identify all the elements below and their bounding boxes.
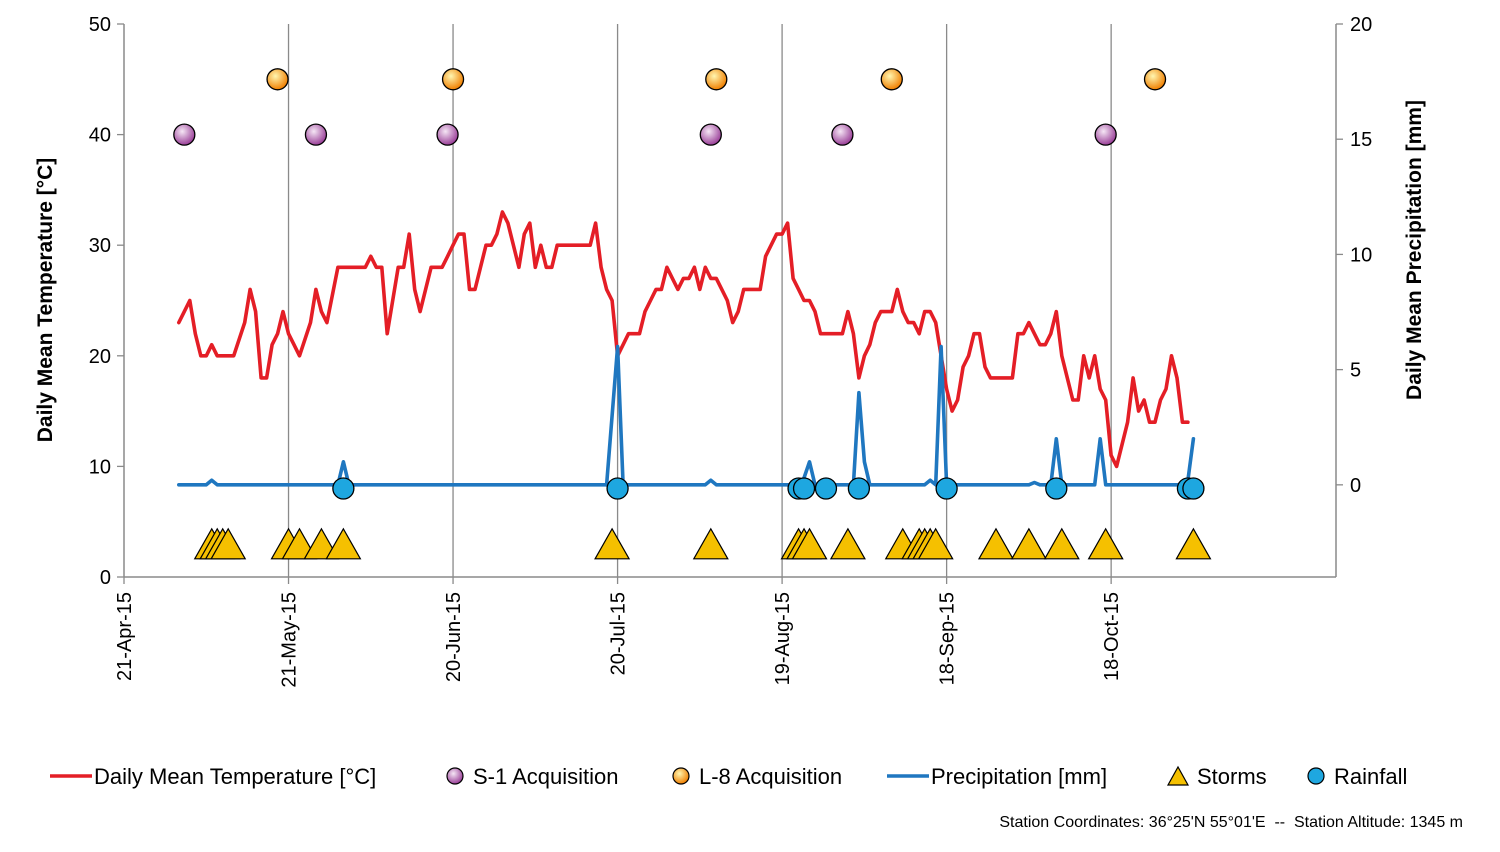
y2-axis-title: Daily Mean Precipitation [mm]: [1403, 100, 1426, 400]
x-tick-label: 20-Jun-15: [443, 592, 465, 682]
l-8-acquisition-marker: [441, 68, 465, 91]
s-1-acquisition-marker: [699, 123, 722, 146]
x-tick-label: 20-Jul-15: [608, 592, 630, 675]
storms-marker: [1087, 527, 1124, 560]
legend-label: Rainfall: [1334, 764, 1407, 789]
storms-marker: [210, 527, 247, 560]
storms-marker: [594, 527, 631, 560]
s-1-acquisition-marker: [1094, 123, 1117, 146]
legend-item-rainfall: Rainfall: [1307, 764, 1407, 789]
legend-item-daily-mean-temperature-c: Daily Mean Temperature [°C]: [50, 764, 376, 789]
storms-marker: [1043, 527, 1080, 560]
rainfall-marker: [935, 477, 958, 500]
legend-label: Daily Mean Temperature [°C]: [94, 764, 376, 789]
storms-marker: [1010, 527, 1047, 560]
precipitation-mm-line: [177, 344, 1196, 487]
y2-tick-label: 15: [1350, 129, 1372, 151]
legend-label: S-1 Acquisition: [473, 764, 619, 789]
y-tick-label: 40: [89, 125, 111, 147]
storms-marker: [977, 527, 1015, 560]
x-tick-label: 18-Oct-15: [1101, 592, 1123, 681]
y-tick-label: 50: [89, 14, 111, 36]
x-tick-label: 19-Aug-15: [772, 592, 794, 685]
s-1-acquisition-marker: [436, 123, 459, 146]
rainfall-marker: [1045, 477, 1068, 500]
y-axis-title: Daily Mean Temperature [°C]: [34, 158, 57, 443]
rainfall-marker: [1182, 477, 1205, 500]
y2-tick-label: 20: [1350, 14, 1372, 36]
y-tick-label: 30: [89, 235, 111, 257]
l-8-acquisition-marker: [1143, 68, 1167, 91]
legend-swatch: [446, 767, 464, 785]
l-8-acquisition-marker: [705, 68, 728, 91]
legend-label: L-8 Acquisition: [699, 764, 842, 789]
storms-marker: [325, 527, 362, 560]
legend-label: Storms: [1197, 764, 1267, 789]
storms-marker: [829, 527, 866, 560]
rainfall-marker: [332, 477, 355, 500]
legend-label: Precipitation [mm]: [931, 764, 1107, 789]
s-1-acquisition-marker: [831, 123, 854, 146]
markers: [173, 68, 1212, 560]
rainfall-marker: [792, 477, 816, 500]
legend-swatch: [672, 767, 690, 785]
station-footnote: Station Coordinates: 36°25'N 55°01'E -- …: [999, 814, 1463, 831]
s-1-acquisition-marker: [304, 123, 328, 146]
axes: 21-Apr-15 21-May-15 20-Jun-15 20-Jul-15 19-A…: [89, 14, 1373, 688]
rainfall-marker: [814, 477, 838, 500]
grid-lines: [287, 24, 1112, 577]
y2-tick-label: 5: [1350, 360, 1361, 382]
y2-tick-label: 0: [1350, 475, 1361, 497]
x-tick-label: 21-May-15: [279, 592, 301, 688]
x-tick-label: 18-Sep-15: [937, 592, 959, 685]
storms-marker: [917, 527, 954, 560]
legend-item-s-1-acquisition: S-1 Acquisition: [446, 764, 619, 789]
storms-marker: [1175, 527, 1212, 560]
legend: Daily Mean Temperature [°C] S-1 Acquisiti…: [50, 764, 1407, 789]
rainfall-marker: [847, 477, 871, 500]
y-tick-label: 10: [89, 456, 111, 478]
l-8-acquisition-marker: [880, 68, 903, 91]
daily-mean-temperature-c-line: [177, 210, 1190, 469]
y-tick-label: 0: [100, 567, 111, 589]
storms-marker: [692, 527, 729, 560]
y2-tick-label: 10: [1350, 244, 1372, 266]
s-1-acquisition-marker: [173, 123, 196, 146]
legend-swatch: [1307, 767, 1325, 785]
legend-swatch: [1166, 765, 1190, 786]
series: [177, 210, 1196, 487]
legend-item-precipitation-mm: Precipitation [mm]: [887, 764, 1107, 789]
y-tick-label: 20: [89, 346, 111, 368]
legend-item-storms: Storms: [1166, 764, 1267, 789]
x-tick-label: 21-Apr-15: [114, 592, 136, 681]
storms-marker: [791, 527, 828, 560]
rainfall-marker: [606, 477, 629, 500]
l-8-acquisition-marker: [266, 68, 289, 91]
legend-item-l-8-acquisition: L-8 Acquisition: [672, 764, 842, 789]
